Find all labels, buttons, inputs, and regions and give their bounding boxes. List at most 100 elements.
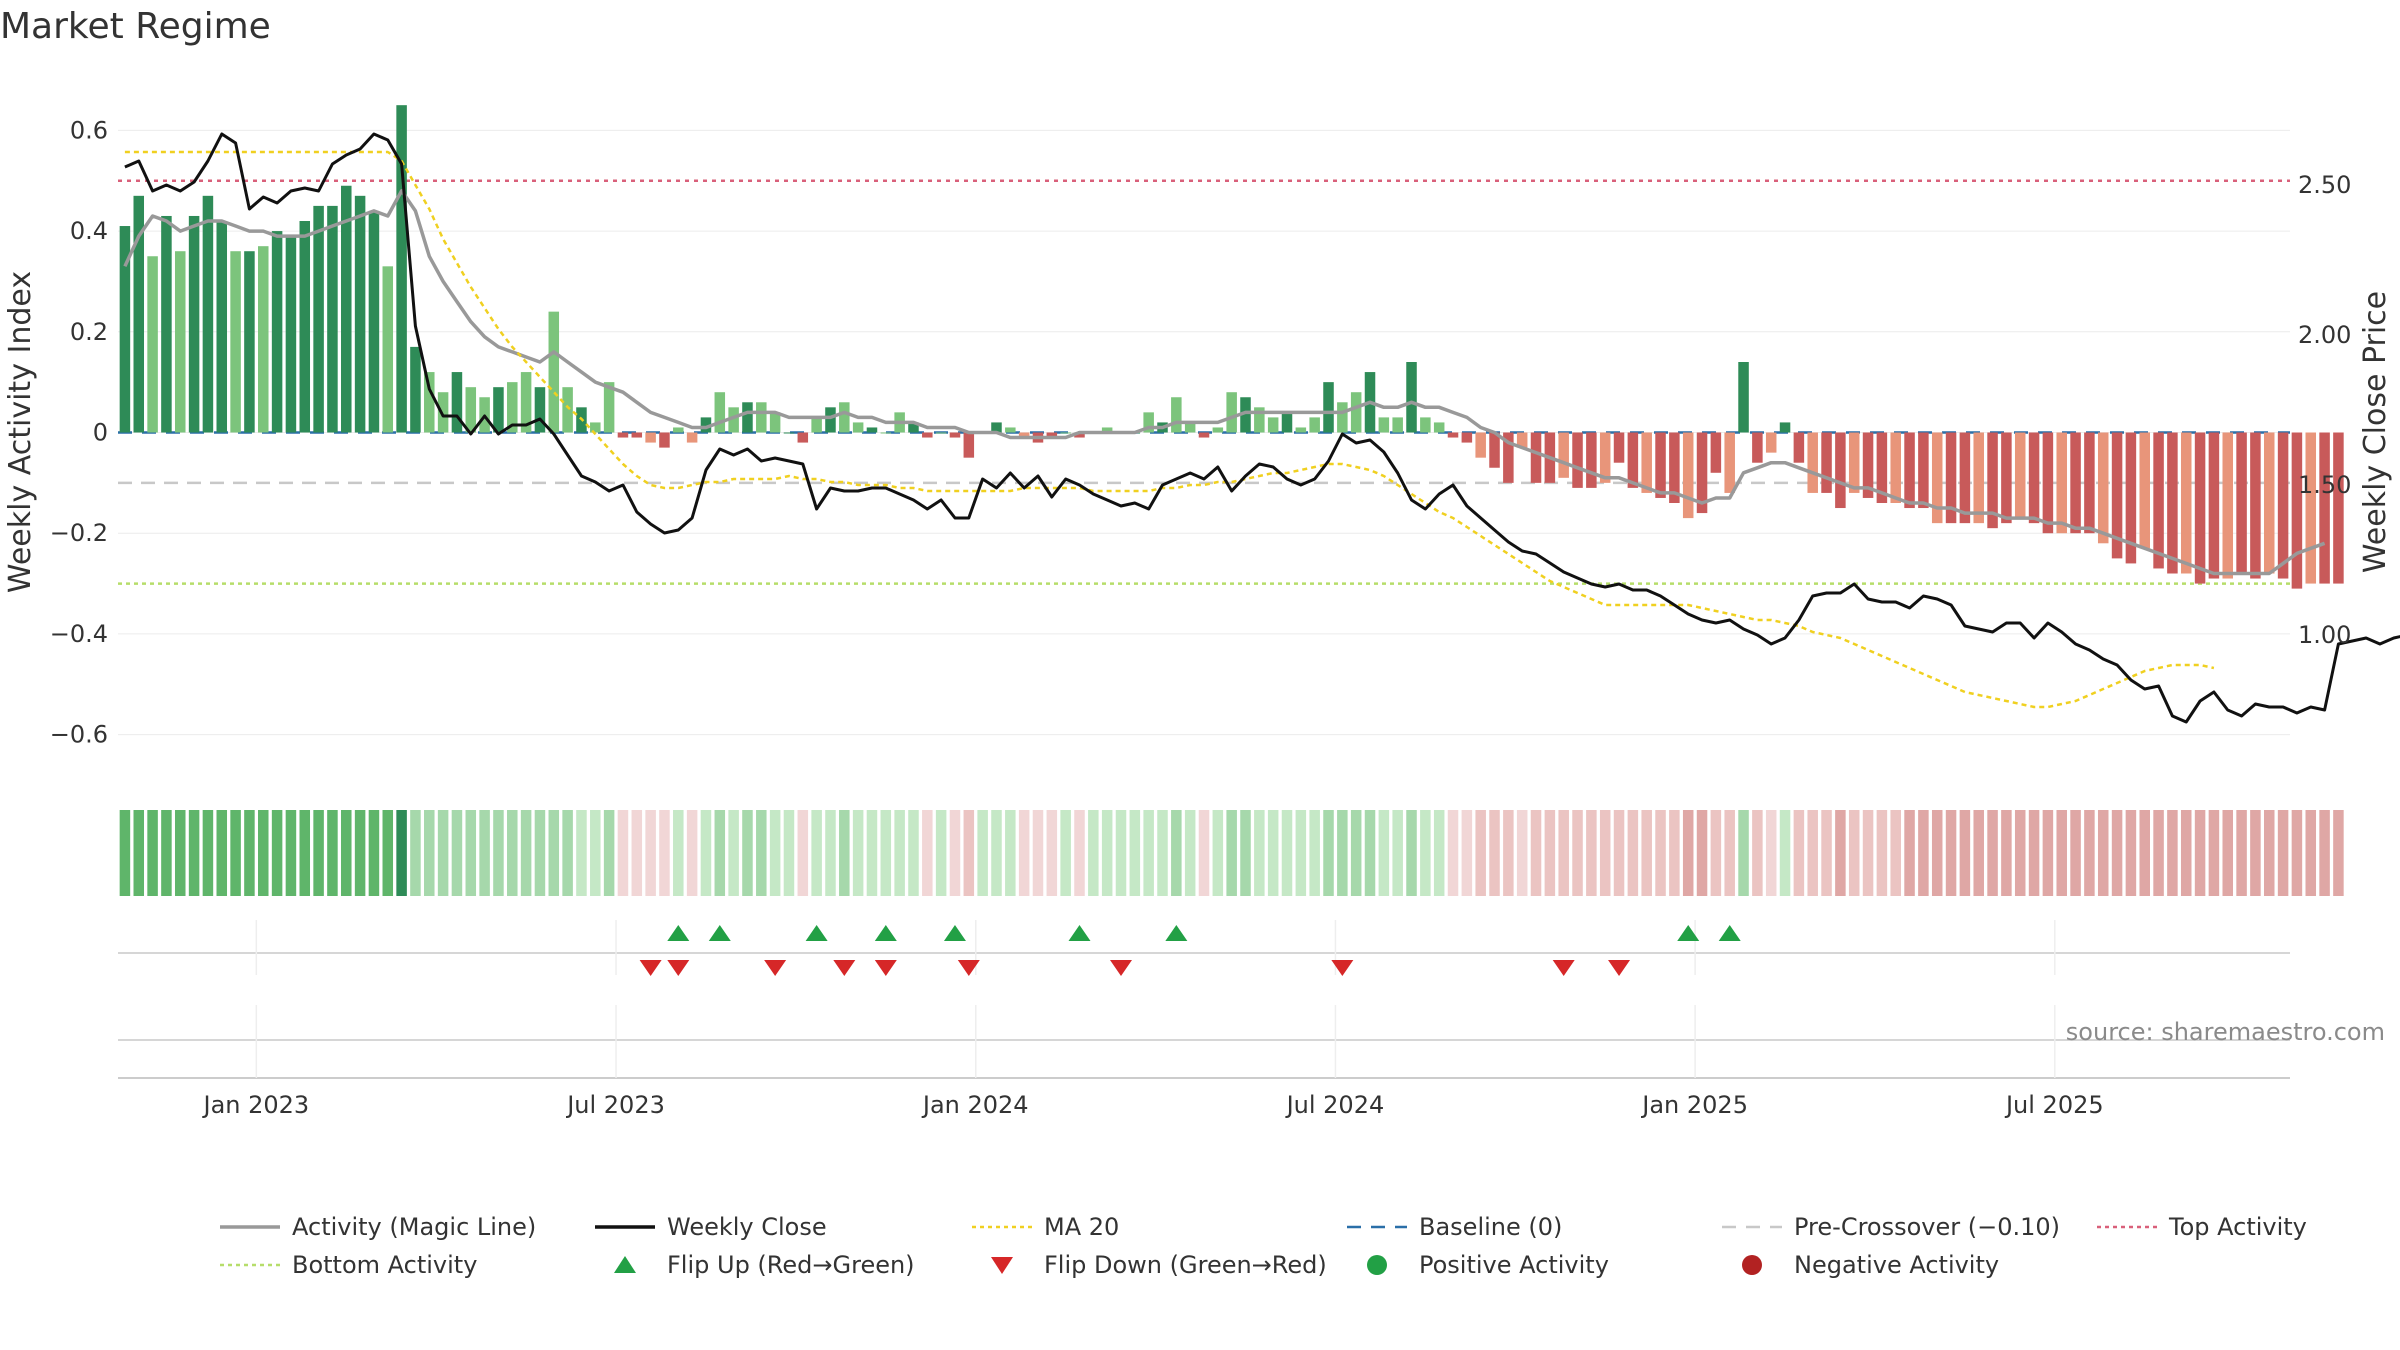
regime-cell [493,810,504,896]
activity-bar [949,432,961,438]
activity-bar [1862,432,1874,498]
regime-cell [327,810,338,896]
activity-bar [2291,432,2303,589]
activity-bar [1959,432,1971,524]
regime-cell [2014,810,2026,896]
activity-bar [811,417,822,433]
legend-marker [614,1256,636,1273]
flip-up-marker [667,925,690,941]
activity-bar [1710,432,1722,473]
activity-bar [299,221,311,433]
y-tick-right: 1.00 [2298,621,2351,649]
activity-bar [852,422,864,433]
activity-bar [1835,432,1846,509]
regime-cell [133,810,145,896]
series-lines [123,132,2400,724]
activity-bar [2319,432,2330,584]
activity-bar [1696,432,1708,514]
activity-bar [1309,417,1320,433]
regime-cell [2236,810,2247,896]
ma20-line [124,150,2215,709]
regime-cell [1613,810,1625,896]
y-axis-right-title: Weekly Close Price [2358,291,2393,573]
x-tick-label: Jan 2024 [921,1091,1029,1119]
regime-cell [2097,810,2109,896]
activity-bar [1890,432,1901,503]
regime-cell [396,810,407,896]
regime-cell [1807,810,1818,896]
activity-bar [2014,432,2026,519]
regime-cell [1931,810,1943,896]
legend-item: Activity (Magic Line) [220,1213,536,1241]
legend-label: MA 20 [1044,1213,1119,1241]
activity-bar [1586,432,1597,488]
legend-marker [1742,1255,1762,1275]
activity-bar [1101,427,1113,433]
regime-cell [1212,810,1224,896]
activity-bar [161,215,172,433]
activity-bar [258,246,269,433]
activity-bar [2097,432,2109,544]
regime-cell [424,810,435,896]
regime-cell [1433,810,1445,896]
regime-cell [1655,810,1666,896]
regime-cell [673,810,684,896]
activity-bar [1184,422,1196,433]
y-tick-left: 0 [93,419,108,447]
activity-bar [1433,422,1445,433]
activity-bar [1918,432,1929,509]
regime-cell [216,810,228,896]
activity-bar [1143,412,1154,433]
activity-bar [2277,432,2289,579]
flip-markers [118,920,2290,976]
activity-bar [2001,432,2012,524]
activity-bar [2070,432,2081,534]
activity-bar [354,195,366,433]
activity-bar [1074,432,1085,438]
activity-bar [880,432,892,434]
regime-cell [1516,810,1528,896]
regime-cell [1447,810,1459,896]
legend-item: Positive Activity [1367,1251,1609,1279]
activity-bar [1281,412,1293,433]
regime-cell [1696,810,1708,896]
activity-bar [1973,432,1984,524]
regime-cell [1475,810,1486,896]
regime-cell [700,810,712,896]
activity-bar [1516,432,1528,448]
regime-cell [1184,810,1196,896]
regime-cell [1752,810,1763,896]
regime-cell [2167,810,2178,896]
regime-cell [1157,810,1168,896]
y-tick-right: 2.00 [2298,321,2351,349]
activity-bar [119,226,131,433]
activity-bar [2180,432,2192,574]
activity-bar [1848,432,1860,493]
regime-cell [1240,810,1251,896]
regime-cell [1101,810,1113,896]
regime-cell [839,810,850,896]
activity-bar [1323,382,1334,433]
activity-bar [1295,427,1307,433]
activity-bar [327,205,338,433]
regime-cell [769,810,781,896]
regime-cell [1503,810,1514,896]
flip-down-marker [1608,960,1631,976]
activity-bar [2139,432,2150,549]
activity-bar [1613,432,1625,463]
activity-bar [1267,417,1279,433]
regime-cell [1226,810,1237,896]
activity-bar [1641,432,1652,493]
flip-down-marker [1331,960,1354,976]
flip-up-marker [805,925,828,941]
regime-cell [935,810,947,896]
activity-bar [465,387,477,433]
regime-cell [1682,810,1694,896]
activity-bar [1475,432,1486,458]
activity-bar [1599,432,1611,483]
regime-cell [1267,810,1279,896]
regime-cell [1641,810,1652,896]
activity-bar [244,251,255,433]
regime-cell [299,810,311,896]
activity-bar [963,432,975,458]
